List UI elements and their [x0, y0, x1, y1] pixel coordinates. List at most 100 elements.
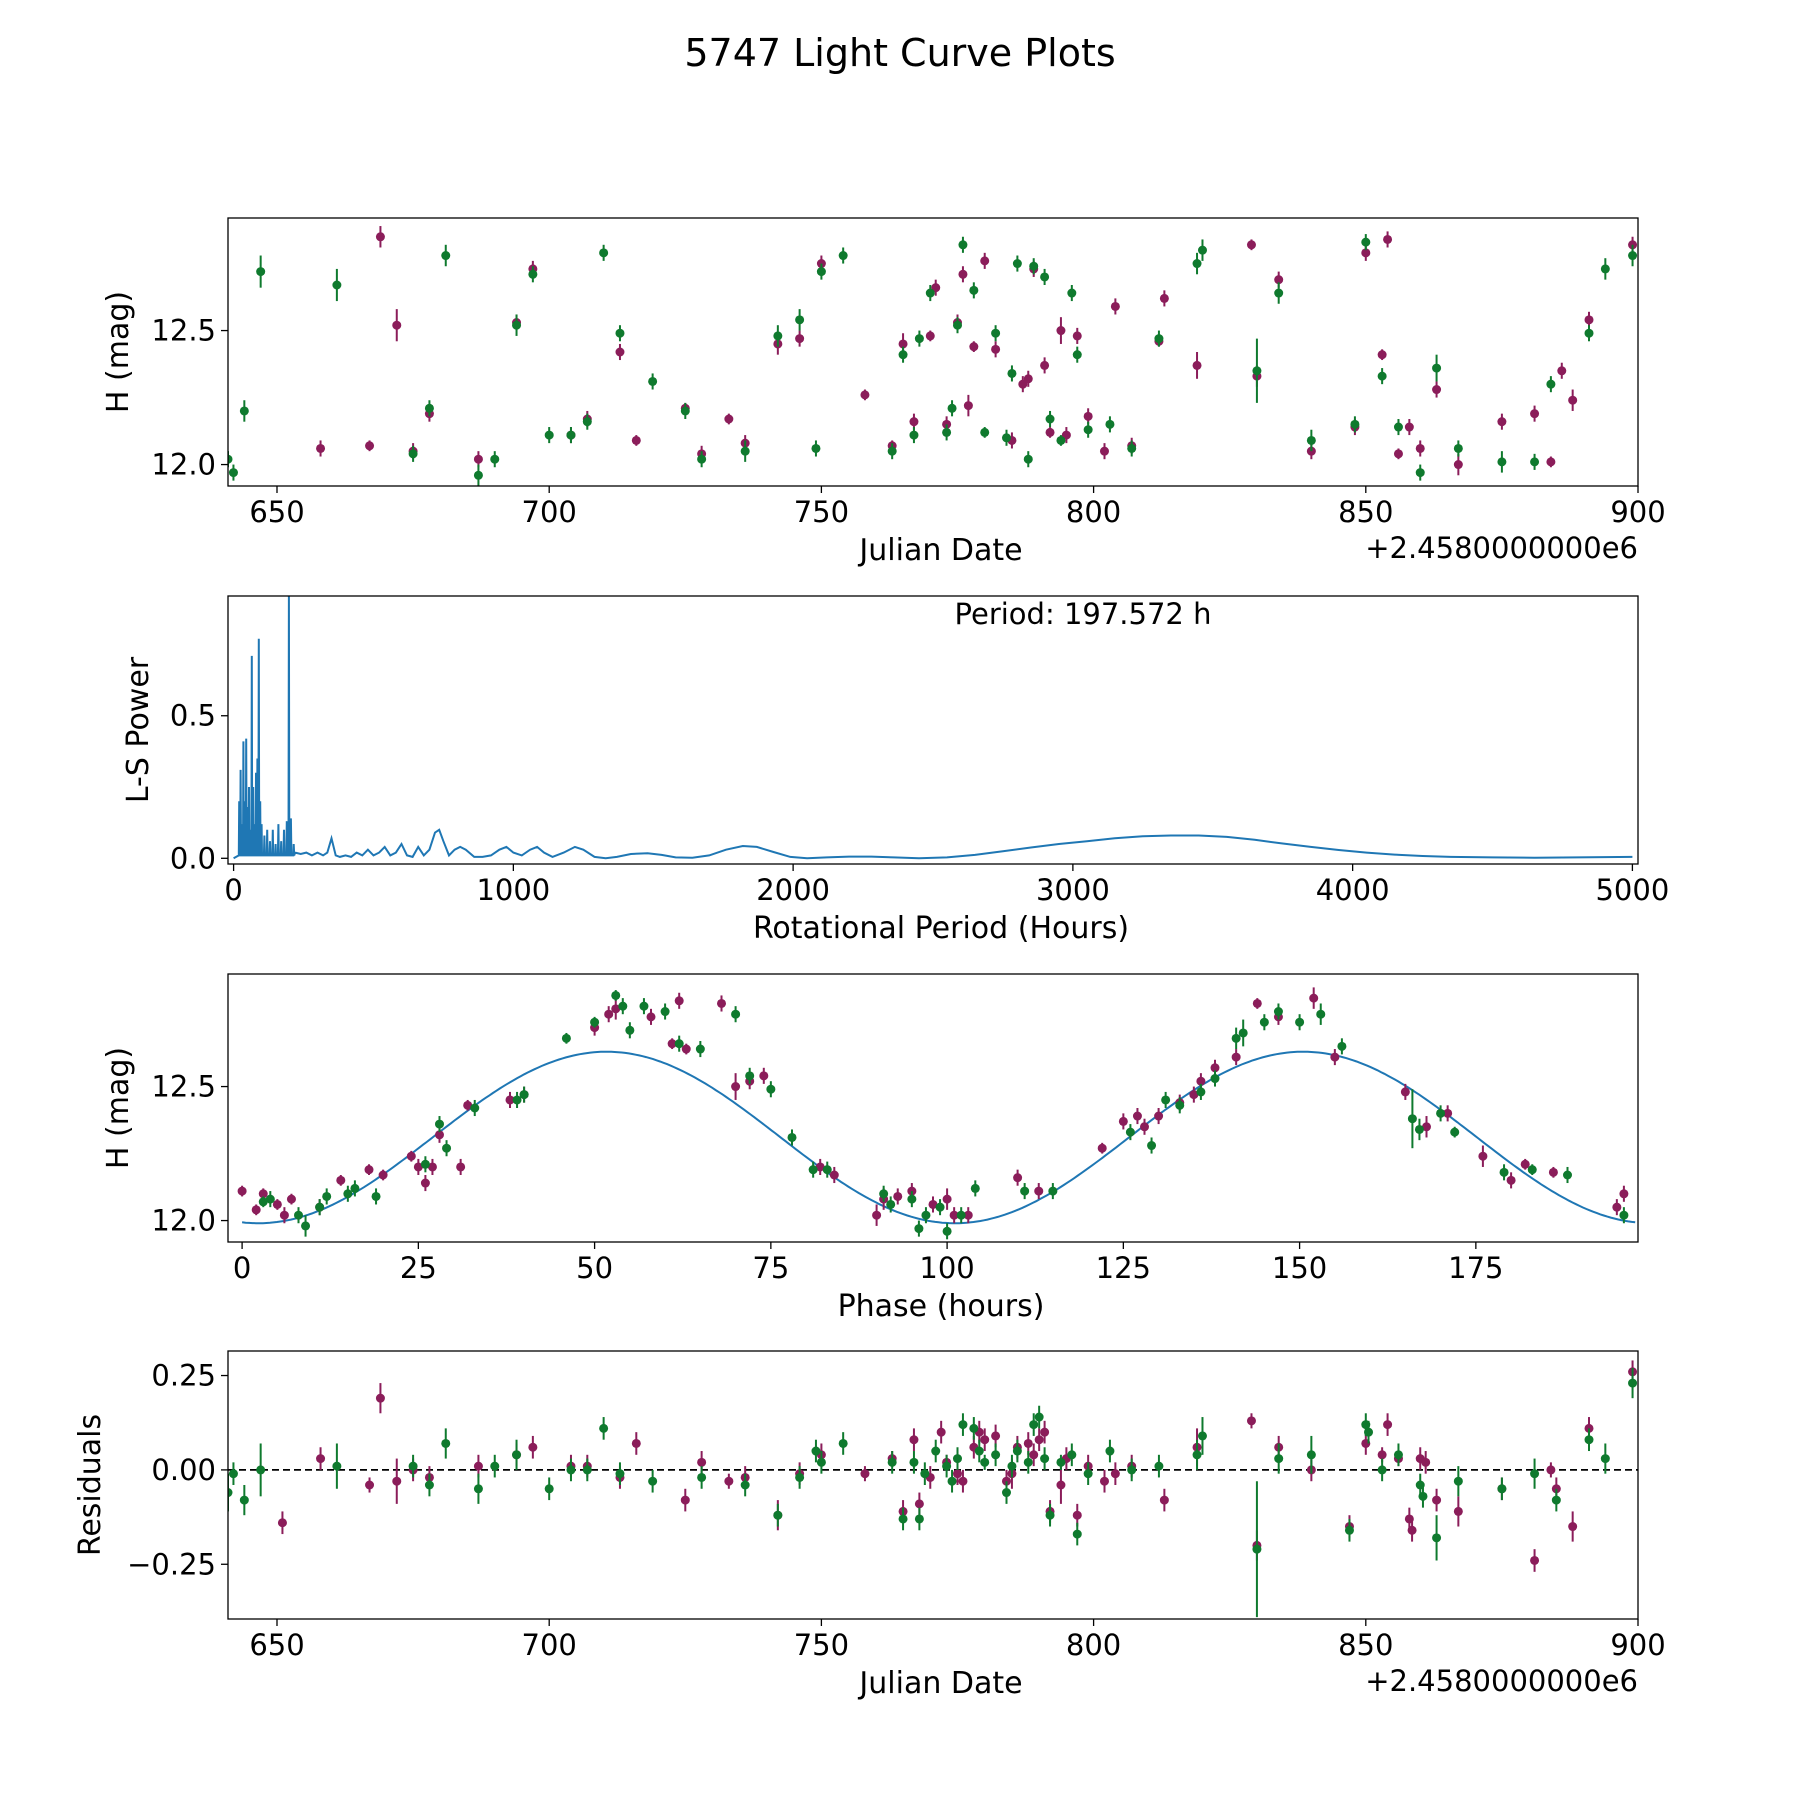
- data-point: [1125, 1127, 1135, 1137]
- data-point: [611, 1004, 621, 1014]
- residuals-y-label: Residuals: [73, 1414, 108, 1556]
- data-point: [1040, 1427, 1050, 1437]
- phased-series-a: [237, 987, 1629, 1226]
- data-point: [1192, 259, 1202, 269]
- data-point: [921, 1210, 931, 1220]
- data-point: [1584, 1435, 1594, 1445]
- data-point: [879, 1189, 889, 1199]
- data-point: [646, 1012, 656, 1022]
- data-point: [898, 339, 908, 349]
- data-point: [350, 1183, 360, 1193]
- data-point: [829, 1170, 839, 1180]
- data-point: [1274, 1454, 1284, 1464]
- data-point: [1161, 1095, 1171, 1105]
- data-point: [795, 334, 805, 344]
- data-point: [759, 1071, 769, 1081]
- data-point: [1048, 1186, 1058, 1196]
- data-point: [265, 1194, 275, 1204]
- data-point: [590, 1017, 600, 1027]
- x-tick-label: 3000: [1036, 873, 1110, 907]
- x-tick-label: 750: [794, 495, 849, 529]
- data-point: [1072, 350, 1082, 360]
- data-point: [925, 331, 935, 341]
- data-point: [392, 320, 402, 330]
- data-point: [1453, 1506, 1463, 1516]
- data-point: [952, 1469, 962, 1479]
- data-point: [1023, 374, 1033, 384]
- x-tick-label: 850: [1338, 1628, 1393, 1662]
- x-tick-label: 700: [522, 1628, 577, 1662]
- data-point: [1364, 1427, 1374, 1437]
- data-point: [1197, 245, 1207, 255]
- data-point: [1083, 425, 1093, 435]
- data-point: [512, 1450, 522, 1460]
- data-point: [1001, 433, 1011, 443]
- data-point: [1159, 1495, 1169, 1505]
- data-point: [1506, 1175, 1516, 1185]
- data-point: [316, 443, 326, 453]
- data-point: [604, 1009, 614, 1019]
- data-point: [724, 1476, 734, 1486]
- data-point: [1034, 1435, 1044, 1445]
- data-point: [1040, 272, 1050, 282]
- data-point: [1619, 1210, 1629, 1220]
- data-point: [1196, 1076, 1206, 1086]
- data-point: [441, 1438, 451, 1448]
- data-point: [1252, 998, 1262, 1008]
- data-point: [1600, 1454, 1610, 1464]
- data-point: [237, 1186, 247, 1196]
- data-point: [887, 446, 897, 456]
- data-point: [1407, 1525, 1417, 1535]
- data-point: [1584, 328, 1594, 338]
- data-point: [697, 454, 707, 464]
- data-point: [490, 1461, 500, 1471]
- data-point: [1478, 1151, 1488, 1161]
- data-point: [1127, 443, 1137, 453]
- data-point: [456, 1162, 466, 1172]
- x-tick-label: 5000: [1595, 873, 1669, 907]
- data-point: [1140, 1122, 1149, 1132]
- data-point: [473, 1484, 483, 1494]
- phased-plot-area: [237, 987, 1636, 1240]
- y-tick-label: 12.0: [151, 1204, 216, 1238]
- data-point: [1344, 1525, 1354, 1535]
- data-point: [1520, 1159, 1530, 1169]
- data-point: [695, 1044, 705, 1054]
- data-point: [680, 1495, 690, 1505]
- data-point: [1563, 1170, 1572, 1180]
- x-tick-label: 25: [400, 1251, 437, 1285]
- data-point: [1056, 435, 1066, 445]
- lightcurve-y-label: H (mag): [101, 291, 136, 413]
- data-point: [519, 1090, 529, 1100]
- data-point: [279, 1210, 289, 1220]
- data-point: [1361, 248, 1371, 258]
- data-point: [442, 1143, 452, 1153]
- x-tick-label: 1000: [476, 873, 550, 907]
- residuals-frame: [227, 1350, 1639, 1620]
- x-tick-label: 175: [1448, 1251, 1503, 1285]
- data-point: [970, 1183, 980, 1193]
- data-point: [1029, 1420, 1039, 1430]
- data-point: [1557, 366, 1567, 376]
- data-point: [251, 1205, 261, 1215]
- data-point: [991, 344, 1001, 354]
- data-point: [1404, 422, 1414, 432]
- data-point: [914, 1224, 924, 1234]
- data-point: [561, 1033, 571, 1043]
- data-point: [1350, 419, 1360, 429]
- phased-series-b: [258, 990, 1629, 1240]
- periodogram-frame: [227, 595, 1639, 865]
- data-point: [1110, 1469, 1120, 1479]
- y-tick-label: 0.25: [151, 1359, 216, 1393]
- periodogram-y-label: L-S Power: [121, 656, 156, 803]
- phased-y-label: H (mag): [101, 1047, 136, 1169]
- data-point: [528, 269, 538, 279]
- data-point: [1072, 331, 1082, 341]
- phased-frame: [227, 973, 1639, 1243]
- data-point: [1001, 1488, 1011, 1498]
- data-point: [1056, 1457, 1066, 1467]
- data-point: [1105, 1446, 1115, 1456]
- data-point: [991, 1450, 1001, 1460]
- data-point: [942, 427, 952, 437]
- lightcurve-frame: [227, 217, 1639, 487]
